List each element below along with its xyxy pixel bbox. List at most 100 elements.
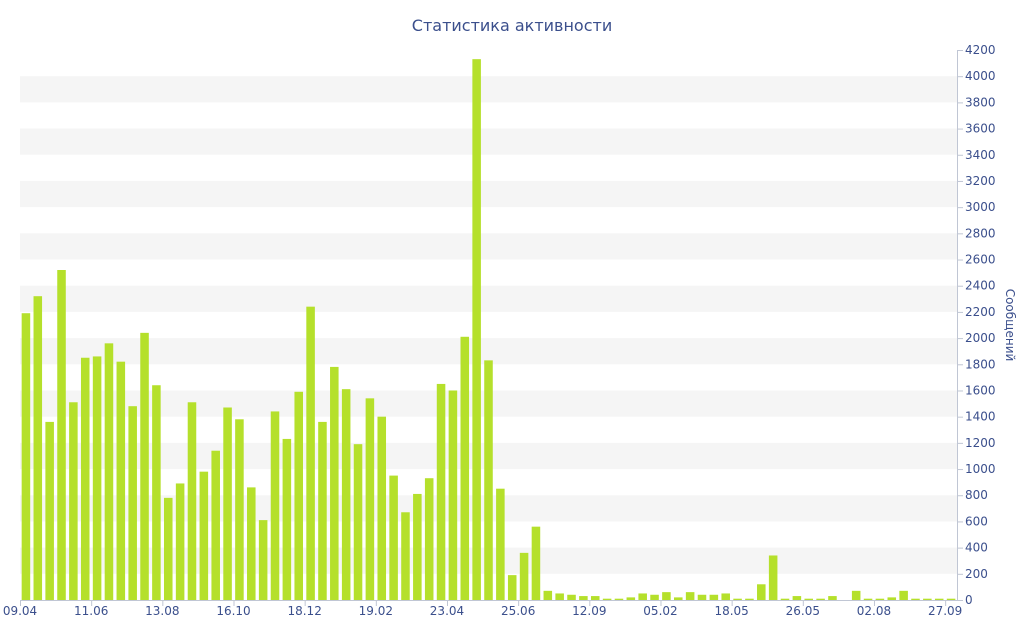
bar [887,597,897,600]
y-tick-label: 600 [965,514,988,528]
bar [934,598,944,600]
bar [424,478,434,600]
bar [365,398,375,600]
bar [709,594,719,600]
bar [401,512,410,600]
x-tick-label: 25.06 [501,604,535,618]
bar [448,390,458,600]
bar [175,483,185,600]
x-tick-label: 18.12 [287,604,321,618]
bar [104,343,114,600]
bar [768,555,778,600]
bar [57,270,66,600]
grid-band [20,76,957,103]
bar [863,598,873,600]
y-tick-label: 2800 [965,226,996,240]
bar [258,520,268,600]
bar [69,402,78,600]
y-tick-label: 1400 [965,410,996,424]
bar [579,596,588,600]
y-tick-label: 3600 [965,122,996,136]
bar [306,306,315,600]
y-tick-label: 0 [965,593,973,607]
y-axis-label: Сообщений [1003,289,1017,362]
x-tick-label: 05.02 [643,604,677,618]
bar [92,356,102,600]
bar [555,593,564,600]
y-tick-label: 3800 [965,95,996,109]
bar [567,594,576,600]
bar [911,598,920,600]
bar [733,598,742,600]
bar [318,421,327,600]
grid-band [20,180,957,208]
bar [828,596,837,600]
x-tick-label: 13.08 [145,604,179,618]
bar [543,590,553,600]
x-tick-label: 09.04 [3,604,37,618]
bar [674,597,683,600]
bar [223,407,232,600]
bar [662,592,671,600]
x-tick-label: 12.09 [572,604,606,618]
chart-title: Статистика активности [412,16,612,35]
bar [697,594,707,600]
bar [152,385,161,600]
bar [745,598,754,600]
bar [923,598,932,600]
grid-band [20,338,957,365]
x-tick-label: 02.08 [857,604,891,618]
bar [33,296,43,600]
x-tick-label: 27.09 [928,604,962,618]
x-tick-label: 26.05 [786,604,820,618]
bar [899,590,908,600]
y-tick-label: 4200 [965,43,996,57]
bar [496,488,505,600]
bar [851,590,861,600]
y-tick-label: 1000 [965,462,996,476]
bar [602,598,612,600]
grid-band [20,285,957,312]
y-tick-label: 3200 [965,174,996,188]
bar [163,497,173,600]
bar [353,444,363,600]
grid-band [20,128,957,155]
bar [128,406,137,600]
bar [45,421,54,600]
grid-bands [20,76,957,574]
x-tick-label: 19.02 [359,604,393,618]
bar [650,594,659,600]
bar [816,598,825,600]
bar [484,360,493,600]
bar [341,389,351,600]
y-tick-label: 3000 [965,200,996,214]
x-ticks: 09.04 11.06 13.08 16.10 18.12 19.02 23.04 25.06… [3,600,962,618]
bar [460,336,470,600]
x-tick-label: 23.04 [430,604,464,618]
bar [780,598,790,600]
y-tick-label: 3400 [965,148,996,162]
bar [507,575,517,600]
bar [792,596,802,600]
bar [294,391,303,600]
bar [282,438,292,600]
y-ticks: 0 200 400 600 800 1000 1200 1400 1600 1800 2000 220… [957,43,996,607]
bar [140,332,149,600]
bar [472,59,481,600]
y-tick-label: 2000 [965,331,996,345]
bar [199,471,209,600]
bar [389,475,398,600]
bar [804,598,814,600]
y-tick-label: 2200 [965,305,996,319]
y-tick-label: 800 [965,488,988,502]
bar [80,357,90,600]
bar [377,416,387,600]
bars [21,59,956,600]
bar [590,596,600,600]
bar [638,593,647,600]
bar [685,592,695,600]
x-tick-label: 16.10 [216,604,250,618]
bar [413,493,422,600]
bar [211,450,220,600]
